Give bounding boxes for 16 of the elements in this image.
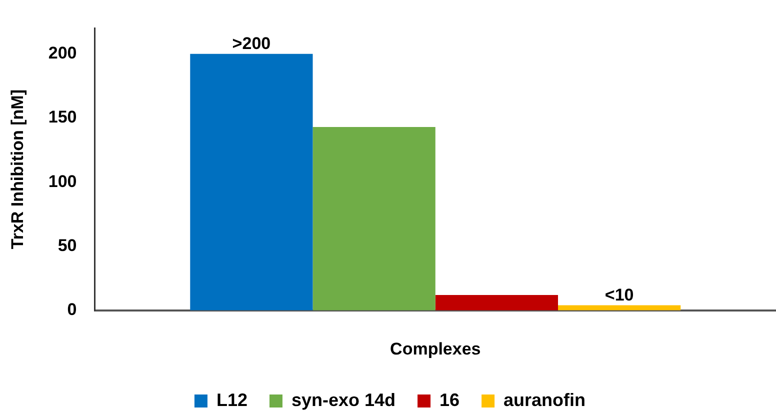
y-tick-label: 50 bbox=[58, 236, 77, 255]
legend-label: auranofin bbox=[504, 390, 586, 410]
y-axis-title: TrxR Inhibition [nM] bbox=[8, 90, 27, 250]
bar bbox=[312, 126, 436, 310]
bar bbox=[190, 54, 313, 310]
legend-label: 16 bbox=[440, 390, 460, 410]
legend-label: L12 bbox=[216, 390, 248, 410]
y-tick-label: 200 bbox=[48, 44, 77, 63]
data-label: >200 bbox=[232, 34, 271, 54]
data-label: <10 bbox=[604, 285, 634, 304]
bar bbox=[435, 295, 558, 310]
y-tick-label: 0 bbox=[67, 300, 77, 320]
y-tick-label: 150 bbox=[48, 108, 77, 127]
legend-label: syn-exo 14d bbox=[291, 390, 396, 410]
y-tick-label: 100 bbox=[48, 172, 77, 191]
x-axis-title: Complexes bbox=[390, 339, 481, 358]
